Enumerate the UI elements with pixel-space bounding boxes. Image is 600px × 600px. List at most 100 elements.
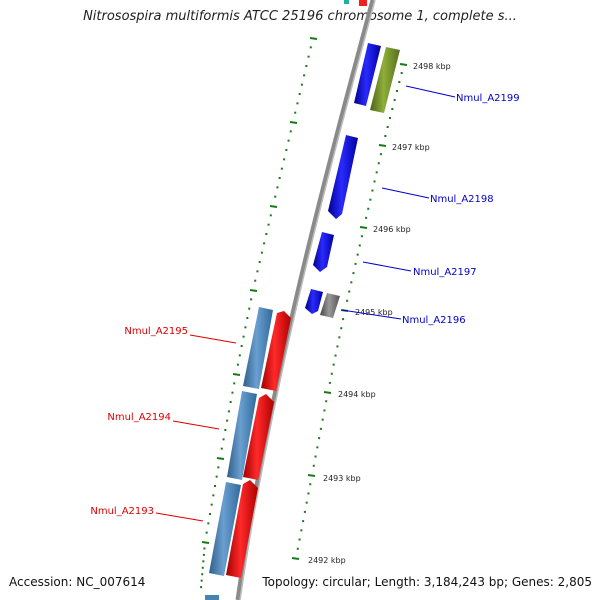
minor-tick — [302, 520, 305, 523]
major-tick — [399, 63, 408, 66]
minor-tick — [384, 135, 387, 137]
minor-tick — [365, 216, 368, 219]
minor-tick — [348, 290, 351, 293]
major-tick — [323, 391, 332, 394]
tick-layer: 2498 kbp 2497 kbp 2496 kbp 2495 kbp 2494 kbp… — [200, 37, 451, 589]
minor-tick — [319, 427, 322, 430]
gene-nmul-a2194-cog[interactable] — [227, 391, 257, 480]
leader-nmul-a2199 — [405, 85, 456, 98]
minor-tick — [338, 336, 341, 339]
left-minor-tick — [244, 326, 247, 329]
left-major-tick — [232, 373, 241, 376]
left-minor-tick — [269, 214, 272, 217]
clipped-feature-cyan — [344, 0, 349, 4]
gene-nmul-a2194-cds[interactable] — [243, 394, 274, 480]
tick-label: 2498 kbp — [413, 62, 451, 71]
minor-tick — [307, 492, 310, 495]
tick-label: 2494 kbp — [338, 390, 376, 399]
left-minor-tick — [200, 586, 203, 589]
minor-tick — [371, 189, 374, 192]
minor-tick — [346, 299, 349, 302]
left-minor-tick — [298, 93, 301, 95]
left-minor-tick — [240, 345, 243, 347]
left-minor-tick — [201, 566, 204, 569]
gene-nmul-a2196-other[interactable] — [320, 293, 340, 318]
minor-tick — [398, 81, 401, 83]
clipped-feature-bottom — [205, 595, 219, 600]
left-minor-tick — [202, 553, 205, 556]
left-minor-tick — [214, 485, 216, 487]
gene-nmul-a2198-cds[interactable] — [328, 135, 358, 219]
left-major-tick — [216, 457, 225, 460]
gene-label-nmul-a2195[interactable]: Nmul_A2195 — [124, 326, 188, 337]
gene-label-nmul-a2193[interactable]: Nmul_A2193 — [90, 506, 154, 517]
gene-nmul-a2195-cds[interactable] — [261, 311, 291, 391]
left-minor-tick — [276, 186, 279, 189]
minor-tick — [367, 207, 370, 210]
left-minor-tick — [250, 298, 253, 301]
minor-tick — [323, 409, 326, 412]
gene-nmul-a2193-cds[interactable] — [226, 480, 258, 578]
map-title: Nitrosospira multiformis ATCC 25196 chro… — [83, 9, 517, 24]
minor-tick — [312, 464, 315, 467]
gene-label-nmul-a2198[interactable]: Nmul_A2198 — [430, 194, 494, 205]
minor-tick — [391, 108, 394, 110]
major-tick — [291, 557, 300, 560]
left-minor-tick — [227, 410, 230, 413]
minor-tick — [389, 117, 391, 119]
left-minor-tick — [305, 65, 308, 67]
left-major-tick — [289, 121, 298, 124]
clipped-feature-red — [359, 0, 367, 6]
left-minor-tick — [217, 466, 220, 469]
left-minor-tick — [205, 531, 208, 534]
leader-nmul-a2195 — [189, 334, 237, 344]
tick-label: 2497 kbp — [392, 143, 430, 152]
left-minor-tick — [229, 401, 232, 403]
minor-tick — [386, 126, 389, 128]
minor-tick — [316, 446, 319, 449]
gene-nmul-a2199-cds[interactable] — [354, 43, 381, 106]
tick-label: 2493 kbp — [323, 474, 361, 483]
minor-tick — [340, 327, 343, 330]
minor-tick — [318, 437, 321, 440]
major-tick — [307, 474, 316, 477]
minor-tick — [298, 538, 301, 541]
left-minor-tick — [254, 279, 257, 282]
left-minor-tick — [210, 503, 213, 506]
gene-nmul-a2196-cds[interactable] — [305, 289, 323, 314]
accession-text: Accession: NC_007614 — [9, 575, 146, 589]
major-tick — [359, 226, 368, 229]
left-major-tick — [201, 541, 210, 544]
left-minor-tick — [201, 573, 204, 576]
minor-tick — [309, 483, 312, 486]
gene-label-nmul-a2199[interactable]: Nmul_A2199 — [456, 93, 520, 104]
left-minor-tick — [236, 363, 239, 366]
gene-nmul-a2195-cog[interactable] — [243, 307, 273, 389]
backbone — [235, 0, 376, 600]
gene-label-nmul-a2196[interactable]: Nmul_A2196 — [402, 315, 466, 326]
leader-nmul-a2193 — [155, 512, 204, 522]
minor-tick — [352, 272, 355, 275]
minor-tick — [373, 180, 376, 183]
gene-layer[interactable] — [209, 43, 400, 578]
gene-label-nmul-a2194[interactable]: Nmul_A2194 — [107, 412, 171, 423]
leader-nmul-a2196 — [341, 309, 402, 320]
gene-nmul-a2199-cog[interactable] — [370, 47, 400, 113]
minor-tick — [358, 244, 361, 247]
gene-label-nmul-a2197[interactable]: Nmul_A2197 — [413, 267, 477, 278]
minor-tick — [334, 354, 337, 357]
left-minor-tick — [303, 74, 306, 77]
gene-nmul-a2197-cds[interactable] — [313, 232, 334, 272]
minor-tick — [396, 90, 398, 92]
left-minor-tick — [248, 307, 251, 310]
minor-tick — [360, 235, 363, 238]
left-minor-tick — [200, 579, 203, 582]
topology-text: Topology: circular; Length: 3,184,243 bp… — [262, 575, 592, 589]
gene-nmul-a2193-cog[interactable] — [209, 482, 241, 576]
minor-tick — [303, 510, 306, 513]
left-minor-tick — [256, 270, 259, 273]
left-major-tick — [269, 205, 278, 208]
left-minor-tick — [260, 251, 263, 254]
left-minor-tick — [224, 429, 227, 431]
